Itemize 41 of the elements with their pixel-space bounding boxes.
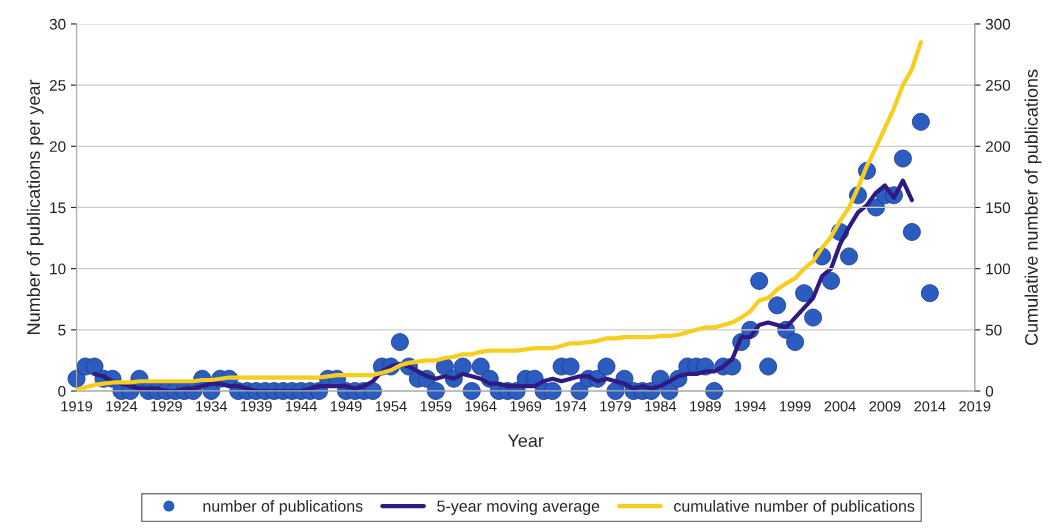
x-tick-label: 1949: [330, 401, 362, 412]
x-tick-label: 1944: [285, 401, 317, 412]
y2-tick-label: 0: [985, 385, 994, 397]
x-tick-label: 1989: [690, 401, 721, 412]
legend-label: 5-year moving average: [437, 500, 600, 515]
y-tick-label: 5: [58, 324, 66, 336]
y-tick-label: 10: [50, 263, 66, 275]
y2-tick-label: 150: [986, 202, 1011, 214]
y-tick-label: 30: [49, 18, 66, 30]
y2-tick-label: 200: [985, 141, 1011, 152]
y2-axis-title: Cumulative number of publications: [1024, 69, 1042, 346]
x-tick-label: 1954: [375, 401, 407, 412]
y2-tick-label: 300: [985, 18, 1011, 30]
x-tick-label: 2014: [914, 401, 946, 412]
y-tick-label: 25: [49, 79, 66, 91]
y-tick-label: 0: [58, 385, 66, 397]
y-axis-title: Number of publications per year: [26, 79, 44, 334]
x-axis-title: Year: [507, 434, 544, 448]
x-tick-label: 1974: [555, 401, 587, 412]
x-tick-label: 1994: [735, 401, 767, 412]
x-tick-label: 1924: [106, 401, 138, 412]
x-tick-label: 1979: [600, 401, 632, 412]
y2-tick-label: 250: [985, 79, 1011, 91]
x-tick-label: 1964: [465, 401, 497, 412]
x-tick-label: 1984: [645, 401, 677, 412]
y-tick-label: 20: [49, 141, 66, 152]
x-tick-label: 1959: [420, 401, 452, 412]
x-tick-label: 2009: [869, 401, 901, 412]
x-tick-label: 1934: [196, 401, 228, 412]
legend-label: number of publications: [203, 500, 363, 515]
x-tick-label: 2004: [824, 401, 856, 412]
x-tick-label: 1999: [780, 401, 811, 412]
legend-label: cumulative number of publications: [674, 500, 915, 515]
y-tick-label: 15: [50, 202, 66, 214]
y2-tick-label: 100: [986, 263, 1011, 275]
x-tick-label: 2019: [959, 401, 991, 412]
x-tick-label: 1969: [510, 401, 542, 412]
x-tick-label: 1939: [241, 401, 272, 412]
y2-tick-label: 50: [985, 324, 1002, 336]
x-tick-label: 1919: [61, 401, 93, 412]
x-tick-label: 1929: [151, 401, 182, 412]
